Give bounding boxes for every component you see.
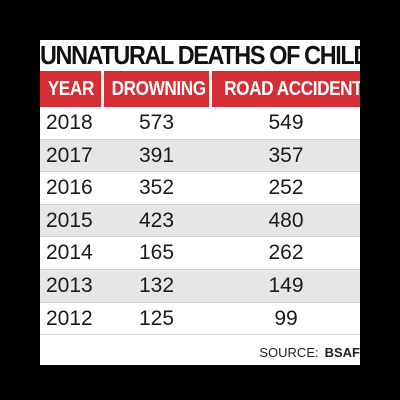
drowning-cell: 125 bbox=[138, 306, 175, 330]
year-cell: 2017 bbox=[46, 143, 93, 167]
road-accidents-cell: 357 bbox=[268, 143, 304, 167]
source-label: SOURCE: bbox=[259, 345, 319, 360]
road-accidents-cell: 252 bbox=[268, 176, 304, 200]
year-cell: 2013 bbox=[46, 273, 93, 297]
drowning-cell: 352 bbox=[138, 176, 175, 200]
table-row: 2017 391 357 bbox=[40, 139, 360, 173]
column-header-drowning: DROWNING bbox=[104, 71, 209, 107]
road-accidents-cell: 149 bbox=[268, 273, 304, 297]
drowning-cell: 391 bbox=[138, 143, 175, 167]
table-row: 2013 132 149 bbox=[40, 269, 360, 303]
year-cell: 2018 bbox=[46, 111, 93, 134]
table-row: 2016 352 252 bbox=[40, 172, 360, 205]
table-row: 2014 165 262 bbox=[40, 237, 360, 270]
drowning-cell: 132 bbox=[138, 273, 175, 297]
drowning-cell: 573 bbox=[138, 111, 175, 134]
year-cell: 2014 bbox=[46, 241, 93, 265]
road-accidents-cell: 99 bbox=[274, 306, 298, 330]
table-row: 2015 423 480 bbox=[40, 204, 360, 238]
road-accidents-cell: 480 bbox=[268, 208, 304, 232]
table-header: YEAR DROWNING ROAD ACCIDENTS bbox=[40, 71, 360, 107]
column-header-year: YEAR bbox=[40, 71, 101, 107]
chart-title: UNNATURAL DEATHS OF CHILDREN bbox=[40, 40, 360, 70]
year-cell: 2016 bbox=[46, 176, 93, 200]
source-name: BSAF bbox=[324, 345, 360, 360]
drowning-cell: 165 bbox=[138, 241, 175, 265]
table-panel: UNNATURAL DEATHS OF CHILDREN YEAR DROWNI… bbox=[40, 40, 360, 365]
year-cell: 2015 bbox=[46, 208, 93, 232]
table-row: 2012 125 99 bbox=[40, 303, 360, 336]
table-body: 2018 573 549 2017 391 357 2016 352 252 2… bbox=[40, 107, 360, 336]
road-accidents-cell: 262 bbox=[268, 241, 304, 265]
road-accidents-cell: 549 bbox=[268, 111, 304, 134]
column-header-road-accidents: ROAD ACCIDENTS bbox=[212, 71, 360, 107]
drowning-cell: 423 bbox=[138, 208, 175, 232]
source-note: SOURCE: BSAF bbox=[40, 340, 360, 365]
table-row: 2018 573 549 bbox=[40, 107, 360, 140]
year-cell: 2012 bbox=[46, 306, 93, 330]
